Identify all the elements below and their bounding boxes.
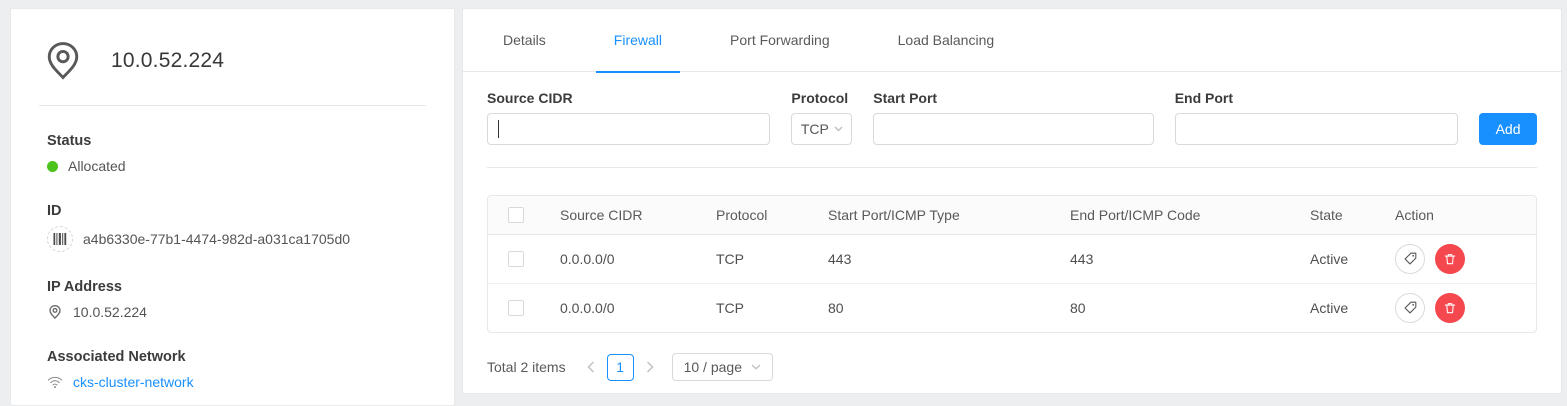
col-end-port: End Port/ICMP Code — [1054, 196, 1294, 235]
pagination: Total 2 items 1 10 / page — [487, 353, 1537, 381]
page-size-select[interactable]: 10 / page — [671, 353, 773, 381]
trash-icon — [1443, 252, 1457, 266]
status-label: Status — [47, 133, 92, 149]
delete-rule-button[interactable] — [1435, 243, 1465, 274]
chevron-down-icon — [834, 126, 843, 132]
tab-details[interactable]: Details — [503, 32, 546, 48]
resource-header: 10.0.52.224 — [11, 9, 454, 103]
cell-source-cidr: 0.0.0.0/0 — [560, 250, 615, 267]
network-label: Associated Network — [47, 349, 186, 365]
cell-end-port: 80 — [1054, 282, 1294, 332]
tag-icon — [1403, 300, 1418, 315]
table-row: 0.0.0.0/0 TCP 80 80 Active — [488, 282, 1536, 332]
status-dot-icon — [47, 160, 58, 172]
add-button[interactable]: Add — [1479, 113, 1537, 145]
col-state: State — [1294, 196, 1379, 235]
add-rule-form: Source CIDR Protocol TCP Start Port End … — [463, 90, 1561, 145]
start-port-label: Start Port — [873, 90, 938, 106]
status-value: Allocated — [68, 158, 126, 174]
protocol-selected-value: TCP — [800, 121, 829, 137]
tag-icon — [1403, 251, 1418, 266]
barcode-icon — [47, 226, 73, 252]
location-pin-icon — [41, 39, 85, 83]
table-header-row: Source CIDR Protocol Start Port/ICMP Typ… — [488, 196, 1536, 235]
prev-page-icon[interactable] — [582, 361, 600, 373]
protocol-select[interactable]: TCP — [791, 113, 853, 145]
network-section: Associated Network cks-cluster-network — [47, 348, 418, 392]
chevron-down-icon — [751, 364, 761, 370]
next-page-icon[interactable] — [641, 361, 659, 373]
divider — [39, 105, 426, 106]
col-start-port: Start Port/ICMP Type — [812, 196, 1054, 235]
cell-start-port: 443 — [828, 250, 852, 267]
tab-load-balancing[interactable]: Load Balancing — [897, 32, 995, 48]
trash-icon — [1443, 301, 1457, 315]
resource-detail-panel: 10.0.52.224 Status Allocated ID — [10, 8, 455, 406]
id-section: ID a4b6330e-77b1-4474-982d-a031ca1705d0 — [47, 202, 418, 252]
row-checkbox[interactable] — [508, 299, 524, 316]
cell-state: Active — [1294, 282, 1379, 332]
source-cidr-input[interactable] — [487, 113, 771, 145]
end-port-input[interactable] — [1174, 113, 1459, 145]
cell-end-port: 443 — [1070, 250, 1094, 267]
tab-port-forwarding[interactable]: Port Forwarding — [730, 32, 830, 48]
ip-section: IP Address 10.0.52.224 — [47, 278, 418, 322]
ip-value: 10.0.52.224 — [73, 304, 147, 320]
divider — [487, 167, 1537, 168]
cell-state: Active — [1310, 250, 1349, 267]
table-row: 0.0.0.0/0 TCP 443 443 Active — [488, 234, 1536, 283]
cell-source-cidr: 0.0.0.0/0 — [544, 282, 700, 332]
source-cidr-label: Source CIDR — [487, 90, 573, 106]
cell-protocol: TCP — [700, 282, 812, 332]
id-label: ID — [47, 203, 62, 219]
delete-rule-button[interactable] — [1435, 292, 1465, 323]
select-all-checkbox[interactable] — [508, 206, 524, 223]
detail-tabs-panel: Details Firewall Port Forwarding Load Ba… — [462, 8, 1562, 394]
cell-start-port: 80 — [812, 282, 1054, 332]
cell-protocol: TCP — [716, 250, 744, 267]
page-title: 10.0.52.224 — [111, 49, 225, 72]
status-section: Status Allocated — [47, 132, 418, 176]
edit-tags-button[interactable] — [1395, 292, 1425, 323]
ip-label: IP Address — [47, 279, 122, 295]
wifi-icon — [47, 375, 63, 389]
environment-pin-icon — [47, 304, 63, 320]
associated-network-link[interactable]: cks-cluster-network — [73, 374, 194, 390]
col-source-cidr: Source CIDR — [544, 196, 700, 235]
start-port-input[interactable] — [873, 113, 1154, 145]
end-port-label: End Port — [1174, 90, 1234, 106]
pagination-total: Total 2 items — [487, 359, 566, 375]
page-size-value: 10 / page — [683, 359, 742, 375]
tab-firewall[interactable]: Firewall — [595, 9, 681, 73]
tab-bar: Details Firewall Port Forwarding Load Ba… — [463, 9, 1561, 73]
text-caret — [498, 120, 499, 138]
firewall-rules-table: Source CIDR Protocol Start Port/ICMP Typ… — [487, 195, 1537, 333]
page-number-button[interactable]: 1 — [606, 353, 634, 381]
id-value: a4b6330e-77b1-4474-982d-a031ca1705d0 — [83, 231, 351, 247]
protocol-label: Protocol — [791, 90, 849, 106]
row-checkbox[interactable] — [508, 250, 524, 267]
edit-tags-button[interactable] — [1395, 243, 1425, 274]
col-protocol: Protocol — [700, 196, 812, 235]
col-action: Action — [1379, 196, 1536, 235]
